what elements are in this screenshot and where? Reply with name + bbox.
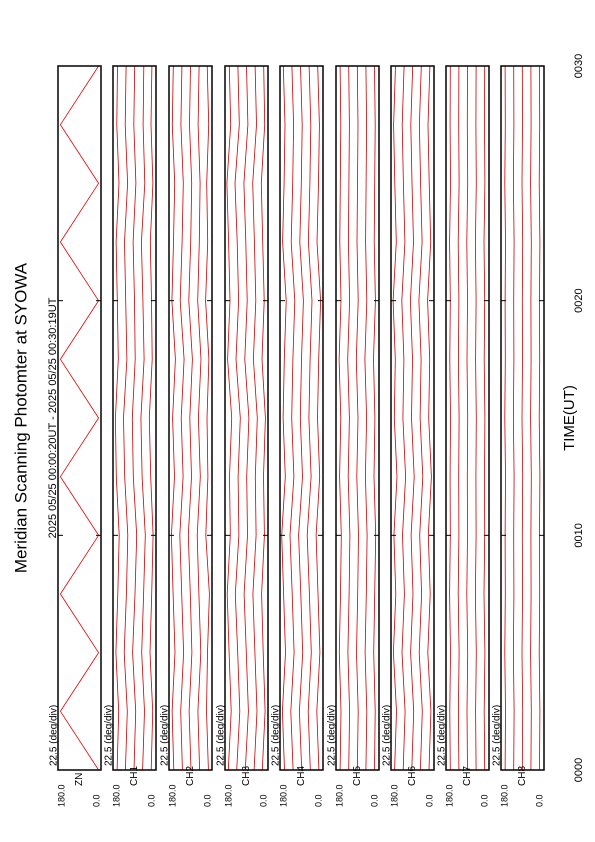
y-tick-label: 180.0: [499, 784, 509, 807]
trace: [252, 66, 258, 770]
trace: [521, 66, 524, 770]
trace: [260, 66, 266, 770]
trace: [234, 66, 241, 770]
channel-label: CH8: [517, 766, 528, 786]
scale-label: 22.5 (deg/div): [492, 705, 503, 766]
trace: [148, 66, 154, 770]
trace: [427, 66, 432, 770]
panel-frame: [390, 65, 435, 771]
trace: [401, 66, 407, 770]
y-tick-label: 0.0: [202, 794, 212, 807]
trace: [226, 66, 233, 770]
trace: [114, 66, 120, 770]
y-tick-label: 0.0: [534, 794, 544, 807]
scale-label: 22.5 (deg/div): [49, 705, 60, 766]
trace: [123, 66, 129, 770]
chart-title: Meridian Scanning Photomter at SYOWA: [11, 262, 30, 573]
x-axis-label: TIME(UT): [561, 385, 578, 451]
trace: [409, 66, 415, 770]
y-tick-label: 180.0: [278, 784, 288, 807]
trace: [530, 66, 532, 770]
y-tick-label: 0.0: [424, 794, 434, 807]
y-tick-label: 180.0: [167, 784, 177, 807]
trace: [373, 66, 377, 770]
chart-subtitle: 2025 05/25 00:00:20UT - 2025 05/25 00:30…: [47, 297, 59, 538]
x-tick-label: 0020: [573, 288, 585, 312]
channel-label: CH4: [296, 766, 307, 786]
scale-label: 22.5 (deg/div): [216, 705, 227, 766]
trace: [170, 66, 176, 770]
y-tick-label: 0.0: [369, 794, 379, 807]
scale-label: 22.5 (deg/div): [160, 705, 171, 766]
trace: [347, 66, 351, 770]
panel-frame: [279, 65, 324, 771]
trace: [131, 66, 138, 770]
trace: [140, 66, 146, 770]
channel-label: CH5: [352, 766, 363, 786]
x-tick-label: 0030: [573, 54, 585, 78]
panel-frame: [168, 65, 213, 771]
trace: [315, 66, 322, 770]
trace: [466, 66, 469, 770]
trace: [243, 66, 250, 770]
y-tick-label: 0.0: [479, 794, 489, 807]
trace: [187, 66, 193, 770]
channel-label: ZN: [74, 773, 85, 786]
trace: [364, 66, 368, 770]
trace: [196, 66, 202, 770]
panel-frame: [224, 65, 269, 771]
panel-frame: [112, 65, 157, 771]
y-tick-label: 180.0: [111, 784, 121, 807]
y-tick-label: 180.0: [334, 784, 344, 807]
trace: [281, 66, 287, 770]
trace: [474, 66, 477, 770]
trace: [338, 66, 342, 770]
trace: [289, 66, 296, 770]
trace: [355, 66, 359, 770]
panel-frame: [445, 65, 490, 771]
channel-label: CH2: [185, 766, 196, 786]
y-tick-label: 0.0: [313, 794, 323, 807]
trace: [457, 66, 460, 770]
trace: [504, 66, 506, 770]
trace: [538, 66, 541, 770]
trace: [205, 66, 210, 770]
trace: [179, 66, 185, 770]
trace: [483, 66, 486, 770]
y-tick-label: 0.0: [146, 794, 156, 807]
y-tick-label: 180.0: [223, 784, 233, 807]
x-tick-label: 0010: [573, 523, 585, 547]
trace: [306, 66, 313, 770]
trace: [418, 66, 424, 770]
scale-label: 22.5 (deg/div): [104, 705, 115, 766]
scale-label: 22.5 (deg/div): [437, 705, 448, 766]
channel-label: CH7: [462, 766, 473, 786]
y-tick-label: 180.0: [389, 784, 399, 807]
y-tick-label: 0.0: [91, 794, 101, 807]
x-tick-label: 0000: [573, 758, 585, 782]
scale-label: 22.5 (deg/div): [327, 705, 338, 766]
scale-label: 22.5 (deg/div): [271, 705, 282, 766]
trace: [512, 66, 515, 770]
panel-frame: [57, 65, 102, 771]
panel-frame: [335, 65, 380, 771]
trace: [298, 66, 304, 770]
channel-label: CH1: [129, 766, 140, 786]
trace: [449, 66, 451, 770]
trace: [392, 66, 398, 770]
y-tick-label: 0.0: [258, 794, 268, 807]
scale-label: 22.5 (deg/div): [382, 705, 393, 766]
panel-frame: [500, 65, 545, 771]
channel-label: CH3: [241, 766, 252, 786]
channel-label: CH6: [407, 766, 418, 786]
trace: [59, 66, 100, 770]
y-tick-label: 180.0: [56, 784, 66, 807]
y-tick-label: 180.0: [444, 784, 454, 807]
